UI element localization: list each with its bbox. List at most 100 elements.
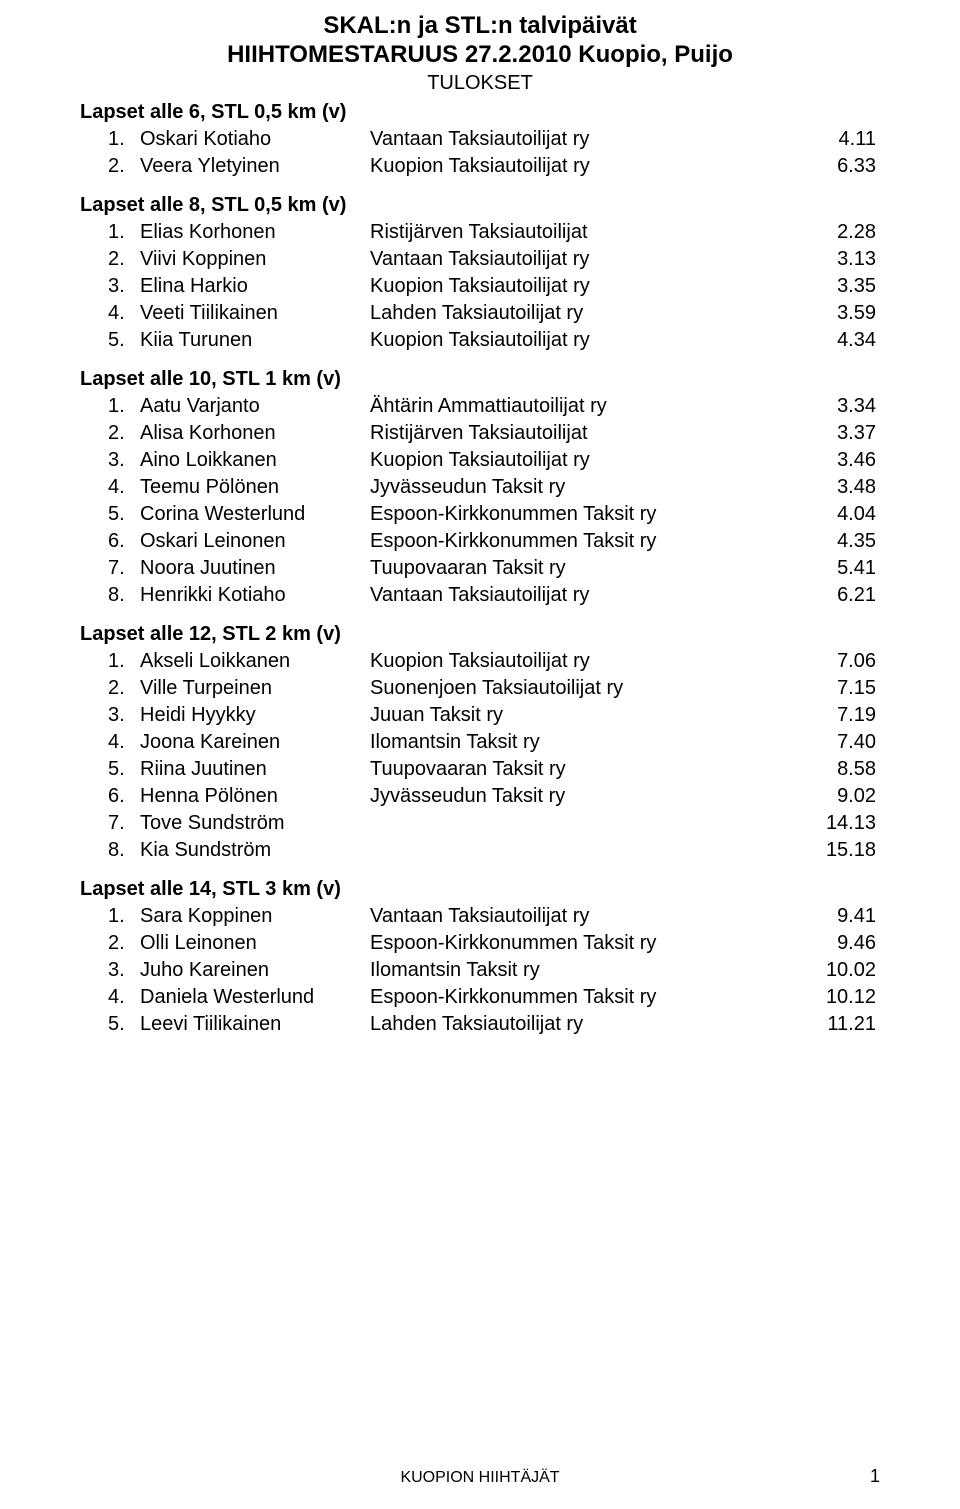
rank-cell: 5. (80, 501, 140, 528)
result-section: Lapset alle 14, STL 3 km (v)1.Sara Koppi… (80, 878, 880, 1038)
title-line-1: SKAL:n ja STL:n talvipäivät (80, 12, 880, 41)
club-cell: Ähtärin Ammattiautoilijat ry (370, 393, 796, 420)
rank-cell: 3. (80, 702, 140, 729)
time-cell: 9.46 (796, 930, 880, 957)
result-row: 1.Elias KorhonenRistijärven Taksiautoili… (80, 219, 880, 246)
club-cell: Kuopion Taksiautoilijat ry (370, 327, 796, 354)
club-cell: Kuopion Taksiautoilijat ry (370, 153, 796, 180)
rank-cell: 4. (80, 300, 140, 327)
time-cell: 3.48 (796, 474, 880, 501)
rank-cell: 3. (80, 447, 140, 474)
name-cell: Sara Koppinen (140, 903, 370, 930)
time-cell: 11.21 (796, 1011, 880, 1038)
section-heading: Lapset alle 10, STL 1 km (v) (80, 368, 880, 391)
rank-cell: 3. (80, 273, 140, 300)
result-row: 4.Joona KareinenIlomantsin Taksit ry7.40 (80, 729, 880, 756)
rank-cell: 7. (80, 810, 140, 837)
club-cell: Kuopion Taksiautoilijat ry (370, 447, 796, 474)
time-cell: 9.02 (796, 783, 880, 810)
name-cell: Daniela Westerlund (140, 984, 370, 1011)
result-row: 8.Henrikki KotiahoVantaan Taksiautoilija… (80, 582, 880, 609)
time-cell: 9.41 (796, 903, 880, 930)
result-row: 8.Kia Sundström15.18 (80, 837, 880, 864)
sections-container: Lapset alle 6, STL 0,5 km (v)1.Oskari Ko… (80, 101, 880, 1038)
section-heading: Lapset alle 12, STL 2 km (v) (80, 623, 880, 646)
name-cell: Akseli Loikkanen (140, 648, 370, 675)
club-cell: Espoon-Kirkkonummen Taksit ry (370, 501, 796, 528)
club-cell: Juuan Taksit ry (370, 702, 796, 729)
name-cell: Kia Sundström (140, 837, 370, 864)
result-row: 3.Juho KareinenIlomantsin Taksit ry10.02 (80, 957, 880, 984)
rank-cell: 8. (80, 582, 140, 609)
page-number: 1 (870, 1466, 880, 1487)
club-cell: Kuopion Taksiautoilijat ry (370, 648, 796, 675)
result-row: 3.Heidi HyykkyJuuan Taksit ry7.19 (80, 702, 880, 729)
rank-cell: 7. (80, 555, 140, 582)
time-cell: 8.58 (796, 756, 880, 783)
name-cell: Veera Yletyinen (140, 153, 370, 180)
name-cell: Riina Juutinen (140, 756, 370, 783)
club-cell: Ristijärven Taksiautoilijat (370, 420, 796, 447)
club-cell: Vantaan Taksiautoilijat ry (370, 126, 796, 153)
club-cell: Ilomantsin Taksit ry (370, 957, 796, 984)
result-row: 2.Olli LeinonenEspoon-Kirkkonummen Taksi… (80, 930, 880, 957)
result-row: 3.Aino LoikkanenKuopion Taksiautoilijat … (80, 447, 880, 474)
time-cell: 4.35 (796, 528, 880, 555)
name-cell: Elina Harkio (140, 273, 370, 300)
time-cell: 3.59 (796, 300, 880, 327)
rank-cell: 2. (80, 675, 140, 702)
result-row: 6.Henna PölönenJyvässeudun Taksit ry9.02 (80, 783, 880, 810)
time-cell: 14.13 (796, 810, 880, 837)
name-cell: Alisa Korhonen (140, 420, 370, 447)
club-cell: Espoon-Kirkkonummen Taksit ry (370, 528, 796, 555)
result-row: 1.Akseli LoikkanenKuopion Taksiautoilija… (80, 648, 880, 675)
club-cell (370, 810, 796, 837)
name-cell: Joona Kareinen (140, 729, 370, 756)
rank-cell: 1. (80, 126, 140, 153)
result-row: 4.Veeti TiilikainenLahden Taksiautoilija… (80, 300, 880, 327)
result-row: 2.Veera YletyinenKuopion Taksiautoilijat… (80, 153, 880, 180)
rank-cell: 2. (80, 930, 140, 957)
club-cell: Tuupovaaran Taksit ry (370, 756, 796, 783)
rank-cell: 1. (80, 648, 140, 675)
result-row: 2.Ville TurpeinenSuonenjoen Taksiautoili… (80, 675, 880, 702)
section-heading: Lapset alle 8, STL 0,5 km (v) (80, 194, 880, 217)
name-cell: Kiia Turunen (140, 327, 370, 354)
name-cell: Viivi Koppinen (140, 246, 370, 273)
time-cell: 3.37 (796, 420, 880, 447)
name-cell: Veeti Tiilikainen (140, 300, 370, 327)
time-cell: 3.13 (796, 246, 880, 273)
result-row: 7.Tove Sundström 14.13 (80, 810, 880, 837)
time-cell: 2.28 (796, 219, 880, 246)
result-row: 1.Oskari KotiahoVantaan Taksiautoilijat … (80, 126, 880, 153)
club-cell: Vantaan Taksiautoilijat ry (370, 246, 796, 273)
rank-cell: 5. (80, 1011, 140, 1038)
name-cell: Teemu Pölönen (140, 474, 370, 501)
name-cell: Henrikki Kotiaho (140, 582, 370, 609)
rank-cell: 1. (80, 903, 140, 930)
rank-cell: 4. (80, 984, 140, 1011)
result-row: 4.Daniela WesterlundEspoon-Kirkkonummen … (80, 984, 880, 1011)
result-row: 1.Aatu VarjantoÄhtärin Ammattiautoilijat… (80, 393, 880, 420)
result-row: 3.Elina HarkioKuopion Taksiautoilijat ry… (80, 273, 880, 300)
club-cell: Kuopion Taksiautoilijat ry (370, 273, 796, 300)
name-cell: Olli Leinonen (140, 930, 370, 957)
club-cell: Suonenjoen Taksiautoilijat ry (370, 675, 796, 702)
club-cell: Espoon-Kirkkonummen Taksit ry (370, 984, 796, 1011)
time-cell: 3.35 (796, 273, 880, 300)
rank-cell: 2. (80, 153, 140, 180)
results-page: SKAL:n ja STL:n talvipäivät HIIHTOMESTAR… (0, 0, 960, 1509)
name-cell: Heidi Hyykky (140, 702, 370, 729)
name-cell: Noora Juutinen (140, 555, 370, 582)
time-cell: 10.12 (796, 984, 880, 1011)
club-cell: Jyvässeudun Taksit ry (370, 474, 796, 501)
name-cell: Tove Sundström (140, 810, 370, 837)
result-row: 6.Oskari LeinonenEspoon-Kirkkonummen Tak… (80, 528, 880, 555)
footer-text: KUOPION HIIHTÄJÄT (0, 1469, 960, 1487)
time-cell: 4.04 (796, 501, 880, 528)
result-row: 5.Leevi TiilikainenLahden Taksiautoilija… (80, 1011, 880, 1038)
name-cell: Henna Pölönen (140, 783, 370, 810)
rank-cell: 5. (80, 756, 140, 783)
time-cell: 3.46 (796, 447, 880, 474)
name-cell: Corina Westerlund (140, 501, 370, 528)
